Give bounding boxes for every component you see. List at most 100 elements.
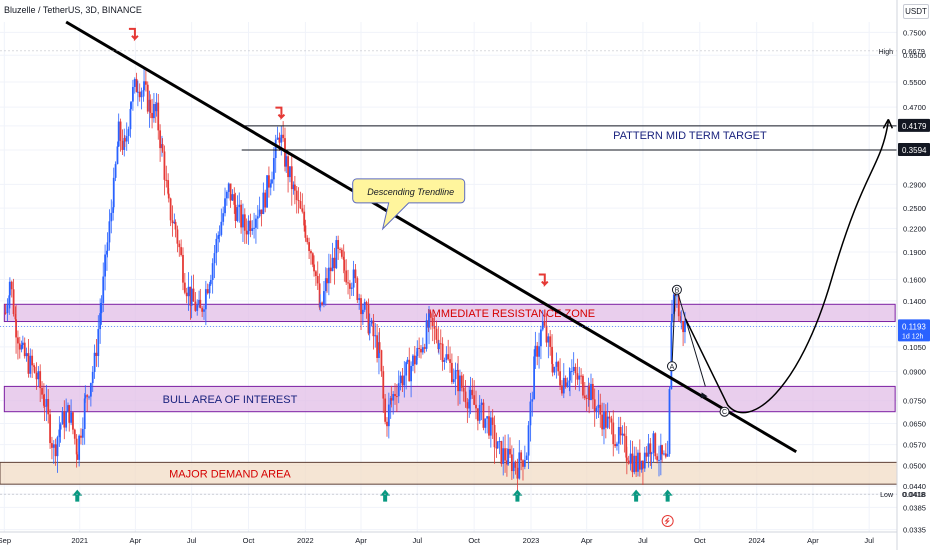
candle-body: [616, 443, 618, 447]
candle-body: [420, 348, 422, 353]
candle-body: [495, 447, 498, 449]
candle-body: [243, 214, 246, 231]
candle-body: [380, 350, 383, 372]
y-tick-label: 0.2200: [903, 225, 926, 234]
candle-body: [356, 278, 359, 301]
candle-body: [358, 298, 361, 301]
candle-body: [525, 455, 528, 461]
candle-body: [14, 314, 17, 320]
candle-body: [516, 467, 519, 479]
candle-body: [42, 394, 45, 406]
candle-body: [316, 275, 319, 284]
candle-body: [110, 212, 113, 222]
candle-body: [47, 399, 50, 415]
candle-body: [269, 183, 272, 188]
candle-body: [88, 396, 90, 398]
candle-body: [365, 302, 368, 306]
candle-body: [278, 137, 281, 143]
candle-body: [256, 216, 259, 219]
y-tick-label: 0.0900: [903, 368, 926, 377]
candle-body: [500, 441, 503, 464]
candle-body: [570, 371, 573, 373]
candle-body: [337, 240, 340, 249]
x-tick-label: 2023: [523, 536, 540, 545]
candle-body: [306, 237, 309, 243]
candle-body: [176, 229, 179, 244]
y-tick-label: 0.0570: [903, 441, 926, 450]
candle-body: [354, 269, 357, 279]
y-tick-label: 0.7500: [903, 28, 926, 37]
currency-selector[interactable]: USDT: [903, 4, 929, 19]
candle-body: [220, 221, 223, 235]
candle-body: [664, 453, 667, 457]
candle-body: [37, 371, 40, 380]
candle-body: [553, 366, 556, 373]
candle-body: [386, 421, 388, 427]
candle-body: [211, 263, 214, 280]
candle-body: [104, 254, 106, 277]
y-tick-label: 0.0650: [903, 420, 926, 429]
candle-body: [222, 213, 225, 222]
candle-body: [327, 267, 330, 284]
candle-body: [415, 356, 418, 365]
candle-body: [520, 452, 523, 461]
pattern-point-label: B: [675, 287, 680, 294]
candle-body: [81, 429, 84, 438]
candle-body: [360, 298, 362, 315]
y-tick-label: 0.0418: [903, 490, 926, 499]
candle-body: [153, 103, 155, 119]
candle-body: [504, 448, 506, 461]
candle-body: [25, 353, 28, 357]
candle-body: [512, 461, 515, 472]
candle-body: [496, 441, 499, 449]
candle-body: [194, 301, 197, 311]
x-tick-label: 2021: [71, 536, 88, 545]
candle-body: [583, 395, 586, 398]
candle-body: [91, 371, 94, 384]
candle-body: [599, 404, 602, 415]
low-value: 0.0418: [902, 490, 925, 499]
candle-body: [625, 436, 628, 458]
event-icon: [661, 515, 674, 527]
candle-body: [540, 329, 542, 347]
y-tick-label: 0.2500: [903, 204, 926, 213]
x-tick-label: Jul: [638, 536, 648, 545]
candle-body: [272, 158, 275, 180]
candle-body: [568, 380, 571, 383]
candle-body: [303, 211, 306, 226]
candle-body: [293, 184, 296, 191]
candle-body: [136, 91, 139, 93]
candle-body: [389, 398, 392, 405]
candle-body: [167, 180, 170, 194]
candle-body: [572, 366, 575, 372]
candle-body: [33, 365, 35, 367]
candle-body: [510, 454, 513, 472]
event-icon-bolt: [664, 517, 670, 525]
candle-body: [127, 129, 130, 137]
candle-body: [238, 204, 241, 208]
candle-body: [274, 139, 277, 159]
candle-body: [547, 336, 550, 343]
candle-body: [89, 383, 92, 397]
candle-body: [671, 313, 673, 323]
candle-body: [100, 302, 103, 314]
top-marker-arrow: [128, 27, 139, 42]
zone-label: IMMEDIATE RESISTANCE ZONE: [429, 308, 595, 320]
candle-body: [654, 433, 657, 457]
candle-body: [425, 320, 428, 349]
candle-body: [478, 404, 481, 421]
candle-body: [347, 282, 349, 284]
candle-body: [264, 192, 267, 208]
candle-body: [61, 411, 64, 425]
candle-body: [363, 302, 366, 310]
candle-body: [343, 259, 346, 271]
candle-body: [339, 248, 341, 250]
x-tick-label: Jul: [864, 536, 874, 545]
candle-body: [488, 416, 490, 436]
top-marker-arrow: [538, 273, 549, 287]
candle-body: [635, 455, 638, 472]
candle-body: [603, 411, 605, 430]
candle-body: [663, 453, 665, 455]
